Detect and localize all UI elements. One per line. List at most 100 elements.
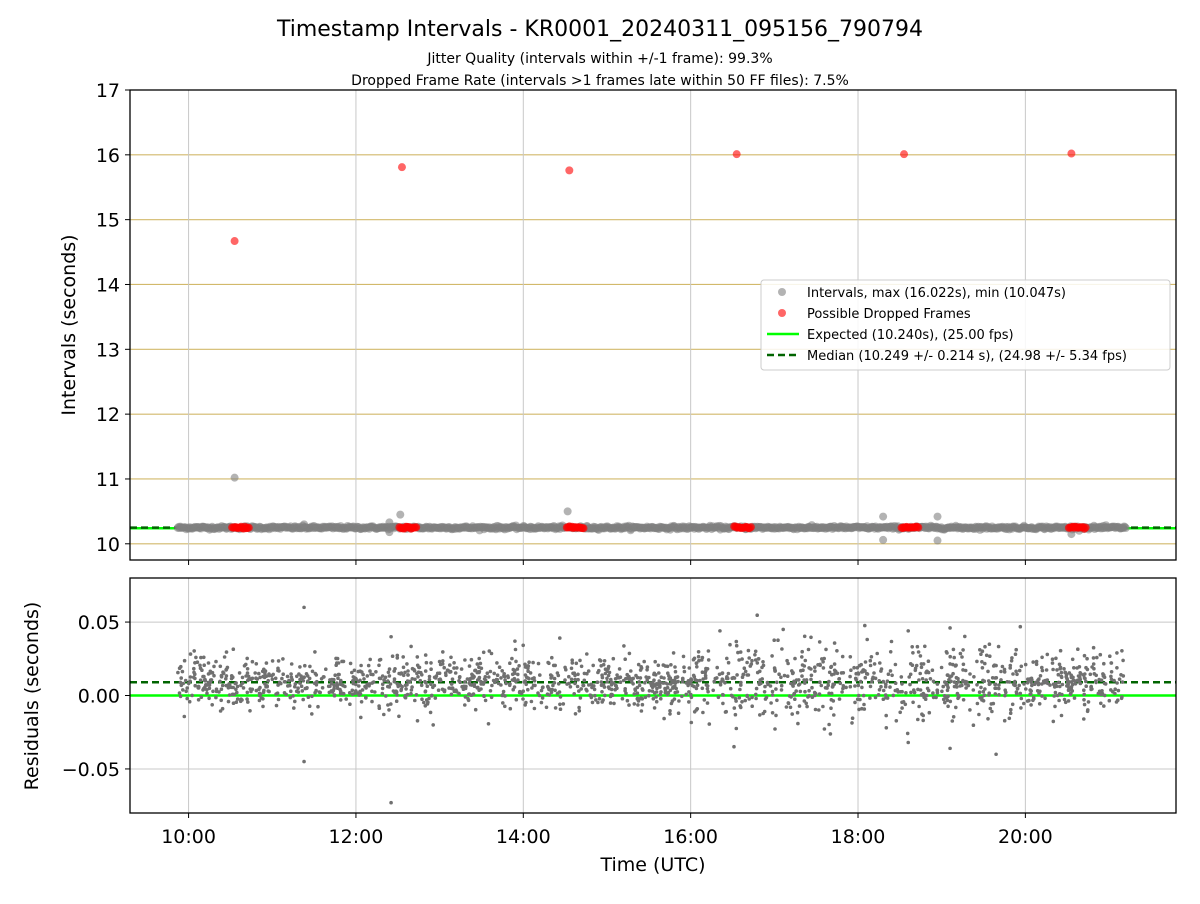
residual-point: [631, 682, 635, 686]
residual-point: [585, 652, 589, 656]
residual-point: [255, 677, 259, 681]
residual-point: [262, 667, 266, 672]
residual-point: [1002, 718, 1007, 723]
residual-point: [733, 712, 738, 717]
residual-point: [386, 684, 390, 689]
residual-point: [798, 689, 803, 694]
residual-point: [689, 677, 693, 681]
residual-point: [662, 676, 666, 680]
residual-point: [557, 690, 562, 694]
residual-point: [1120, 649, 1124, 653]
residual-point: [1062, 697, 1067, 702]
residual-point: [779, 683, 784, 688]
residual-point: [295, 674, 299, 679]
residual-point: [513, 647, 518, 652]
residual-point: [229, 676, 234, 681]
residual-point: [861, 693, 866, 698]
residual-point: [794, 689, 798, 693]
residual-point: [879, 667, 884, 671]
residual-point: [980, 660, 984, 664]
residual-point: [960, 683, 964, 688]
residual-point: [441, 659, 445, 663]
residual-point: [672, 678, 677, 683]
residual-point: [391, 689, 396, 693]
residual-point: [883, 684, 888, 689]
residual-point: [1085, 667, 1090, 672]
residual-point: [469, 657, 474, 662]
residual-point: [569, 666, 574, 671]
residual-point: [1027, 677, 1032, 681]
residual-point: [975, 683, 979, 687]
residual-point: [1031, 695, 1036, 700]
residual-point: [656, 663, 661, 668]
residual-point: [1010, 656, 1014, 660]
residual-point: [860, 685, 864, 690]
residual-point: [502, 673, 506, 678]
residual-point: [803, 689, 807, 694]
residual-point: [916, 650, 921, 654]
residual-point: [387, 674, 392, 678]
residual-point: [911, 700, 915, 705]
residual-point: [837, 697, 842, 701]
residual-point: [889, 639, 894, 644]
legend-box: [760, 279, 1171, 371]
residual-point: [886, 672, 891, 676]
residual-point: [806, 647, 811, 652]
residual-point: [473, 668, 478, 673]
residual-point: [182, 714, 187, 719]
residual-point: [463, 680, 467, 684]
residual-point: [734, 726, 739, 731]
residual-point: [473, 707, 478, 712]
residual-point: [266, 678, 271, 683]
residual-point: [673, 669, 678, 674]
residual-point: [770, 654, 774, 658]
residual-point: [951, 671, 955, 676]
residual-point: [1099, 678, 1104, 682]
residual-point: [206, 661, 211, 665]
residual-point: [946, 704, 950, 709]
residual-point: [784, 705, 789, 709]
residual-point: [487, 675, 491, 679]
residual-point: [494, 678, 499, 683]
residual-point: [245, 678, 250, 683]
residual-point: [982, 679, 987, 683]
residual-point: [433, 696, 438, 700]
residual-point: [870, 677, 875, 681]
residual-point: [797, 704, 802, 708]
residual-point: [250, 676, 255, 681]
residual-point: [980, 666, 985, 670]
residual-point: [267, 689, 271, 694]
residual-point: [410, 666, 415, 671]
residual-point: [695, 683, 700, 687]
residual-point: [1043, 696, 1047, 701]
residual-point: [1109, 670, 1114, 674]
residual-point: [692, 656, 697, 661]
residual-point: [939, 665, 944, 670]
residual-point: [1119, 673, 1123, 677]
residual-point: [315, 679, 319, 684]
residual-point: [416, 675, 420, 679]
residual-point: [552, 681, 557, 685]
residual-point: [351, 675, 356, 679]
residual-point: [511, 667, 516, 672]
residual-point: [948, 699, 953, 704]
residual-point: [575, 684, 580, 689]
bottom-xtick-label: 18:00: [831, 826, 886, 848]
residual-point: [445, 668, 450, 672]
residual-point: [397, 714, 401, 719]
residual-point: [704, 683, 709, 687]
residual-point: [577, 689, 581, 693]
residual-point: [231, 647, 236, 651]
residual-point: [918, 688, 923, 692]
residual-point: [594, 698, 598, 702]
residual-point: [761, 663, 766, 668]
residual-point: [403, 670, 407, 675]
residual-point: [706, 649, 711, 653]
residual-point: [1079, 672, 1083, 676]
residual-point: [371, 680, 376, 684]
residual-point: [259, 696, 264, 700]
residual-point: [605, 680, 609, 684]
residual-point: [510, 672, 515, 677]
residual-point: [652, 706, 657, 710]
residual-point: [651, 697, 656, 701]
